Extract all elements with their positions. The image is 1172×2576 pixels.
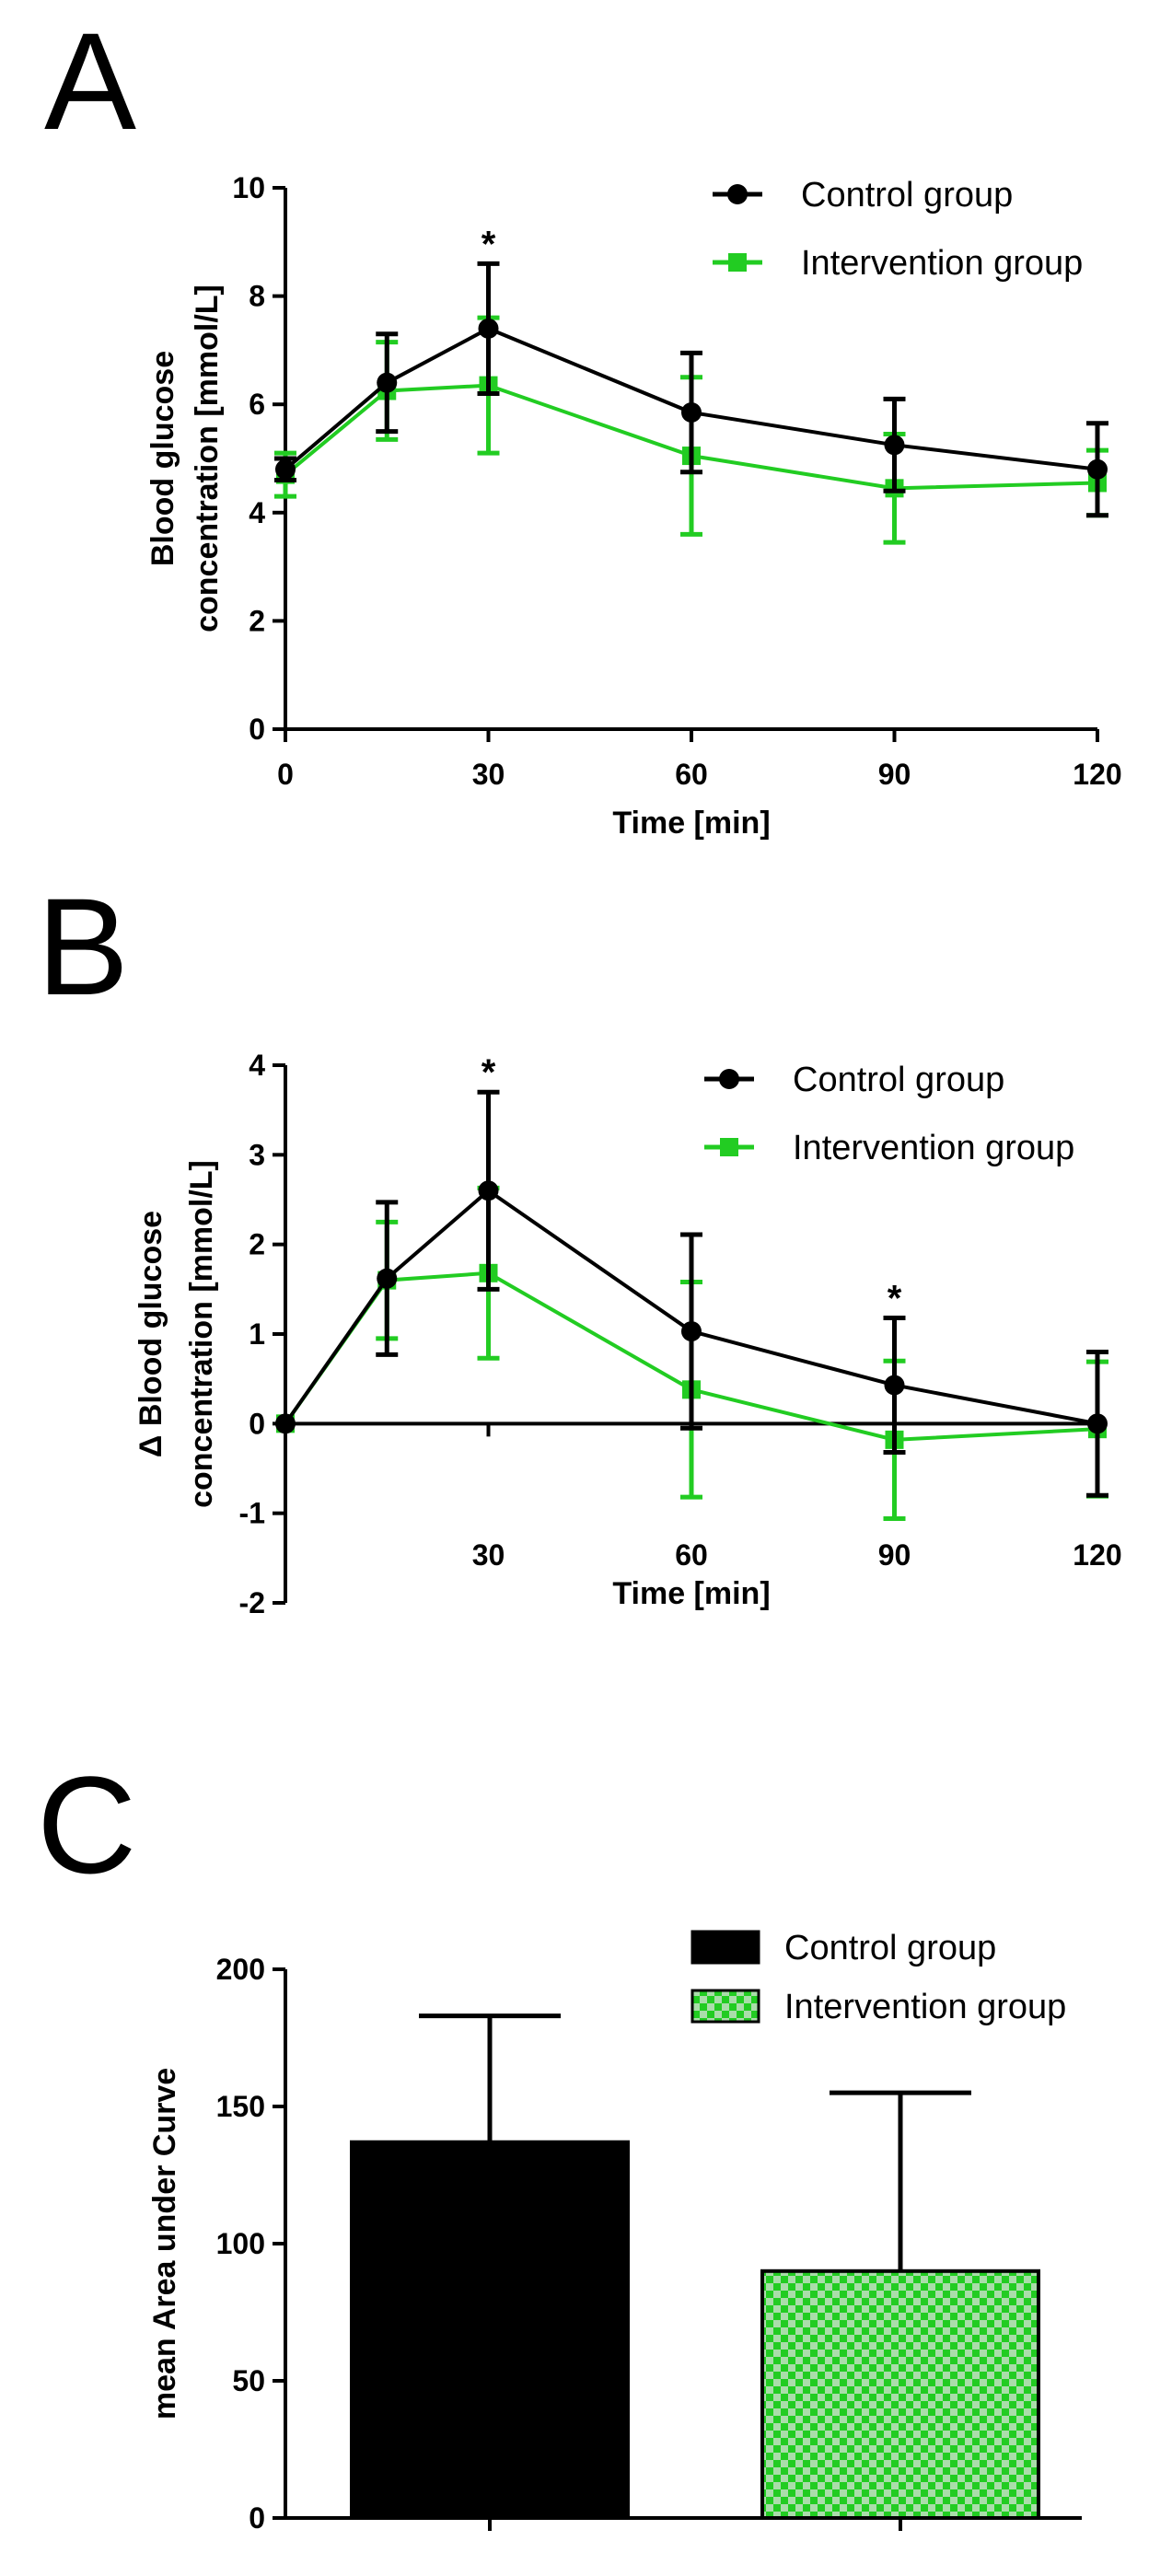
- legend-label: Intervention group: [793, 1129, 1074, 1167]
- legend-marker: [720, 1138, 738, 1156]
- control-series: [275, 1089, 1108, 1498]
- y-axis-title-line1: Δ Blood glucose: [133, 1211, 168, 1457]
- data-point: [681, 402, 702, 424]
- y-tick-label: 0: [249, 2501, 265, 2535]
- y-tick-label: 150: [216, 2090, 265, 2123]
- data-point: [681, 1321, 702, 1342]
- x-tick-label: 0: [277, 758, 294, 791]
- y-tick-label: 50: [232, 2364, 265, 2397]
- data-point: [884, 1375, 905, 1396]
- significance-star: *: [482, 1052, 496, 1093]
- panel-a-chart: 0 2 4 6 8 10 0 30 60 90 120 Time [min] Blood glucose…: [145, 171, 1122, 841]
- data-point: [884, 435, 905, 456]
- x-tick-label: 120: [1073, 1538, 1121, 1572]
- legend-marker: [727, 184, 748, 204]
- legend-marker: [728, 253, 747, 272]
- control-series: [274, 261, 1108, 518]
- data-point: [1087, 458, 1108, 480]
- legend-label: Control group: [801, 176, 1013, 215]
- data-point: [275, 1413, 296, 1434]
- y-tick-label: 8: [249, 280, 265, 313]
- data-point: [377, 1268, 398, 1289]
- x-tick-label: 30: [472, 1538, 505, 1572]
- y-tick-label: 6: [249, 388, 265, 421]
- data-point: [377, 372, 398, 393]
- series-line: [284, 326, 1098, 471]
- panel-b-chart: -2 -1 0 1 2 3 4 30 60 90 120 Time [min] Δ Blood gluc…: [133, 1049, 1122, 1619]
- legend-swatch: [690, 1989, 760, 2024]
- significance-star: *: [482, 224, 496, 264]
- y-tick-label: 3: [249, 1138, 265, 1171]
- significance-star: *: [888, 1278, 902, 1318]
- panel-letter-a: A: [44, 4, 136, 158]
- y-tick-label: -1: [239, 1497, 265, 1530]
- legend-label: Intervention group: [801, 244, 1083, 283]
- legend-label: Control group: [793, 1061, 1004, 1099]
- y-axis-title-line2: concentration [mmol/L]: [184, 1160, 219, 1508]
- y-axis-title-line1: Blood glucose: [145, 351, 180, 566]
- panel-c-chart: 0 50 100 150 200 mean Area under Curve Control…: [147, 1929, 1082, 2535]
- y-tick-label: -2: [239, 1586, 265, 1619]
- bar-intervention-group: [760, 2269, 1040, 2521]
- legend-swatch: [690, 1930, 760, 1965]
- legend-marker: [719, 1069, 739, 1089]
- legend: Control group Intervention group: [690, 1929, 1066, 2026]
- y-tick-label: 100: [216, 2227, 265, 2260]
- x-tick-label: 60: [675, 758, 708, 791]
- x-tick-label: 90: [878, 758, 911, 791]
- x-tick-label: 60: [675, 1538, 708, 1572]
- y-tick-label: 200: [216, 1953, 265, 1986]
- y-tick-label: 1: [249, 1317, 265, 1351]
- y-axis-title: mean Area under Curve: [147, 2068, 182, 2419]
- bar-control-group: [350, 2140, 630, 2520]
- legend-label: Intervention group: [784, 1988, 1066, 2026]
- data-point: [1087, 1413, 1108, 1434]
- x-axis-title: Time [min]: [612, 1576, 770, 1611]
- y-tick-label: 4: [249, 496, 265, 529]
- y-tick-label: 2: [249, 1228, 265, 1261]
- x-tick-label: 120: [1073, 758, 1121, 791]
- y-tick-label: 10: [232, 171, 265, 204]
- legend-label: Control group: [784, 1929, 996, 1967]
- data-point: [275, 458, 296, 480]
- x-axis-title: Time [min]: [612, 806, 770, 841]
- legend: Control group Intervention group: [713, 176, 1083, 283]
- series-line: [284, 383, 1098, 491]
- x-tick-label: 30: [472, 758, 505, 791]
- series-line: [284, 1188, 1098, 1426]
- data-point: [478, 318, 499, 339]
- y-tick-label: 0: [249, 713, 265, 746]
- x-tick-label: 90: [878, 1538, 911, 1572]
- y-tick-label: 4: [249, 1049, 265, 1082]
- data-point: [478, 1180, 499, 1201]
- panel-letter-c: C: [37, 1747, 136, 1902]
- legend: Control group Intervention group: [704, 1061, 1074, 1167]
- y-tick-label: 2: [249, 604, 265, 637]
- y-tick-label: 0: [249, 1407, 265, 1440]
- panel-letter-b: B: [37, 869, 129, 1024]
- y-axis-title-line2: concentration [mmol/L]: [190, 284, 225, 632]
